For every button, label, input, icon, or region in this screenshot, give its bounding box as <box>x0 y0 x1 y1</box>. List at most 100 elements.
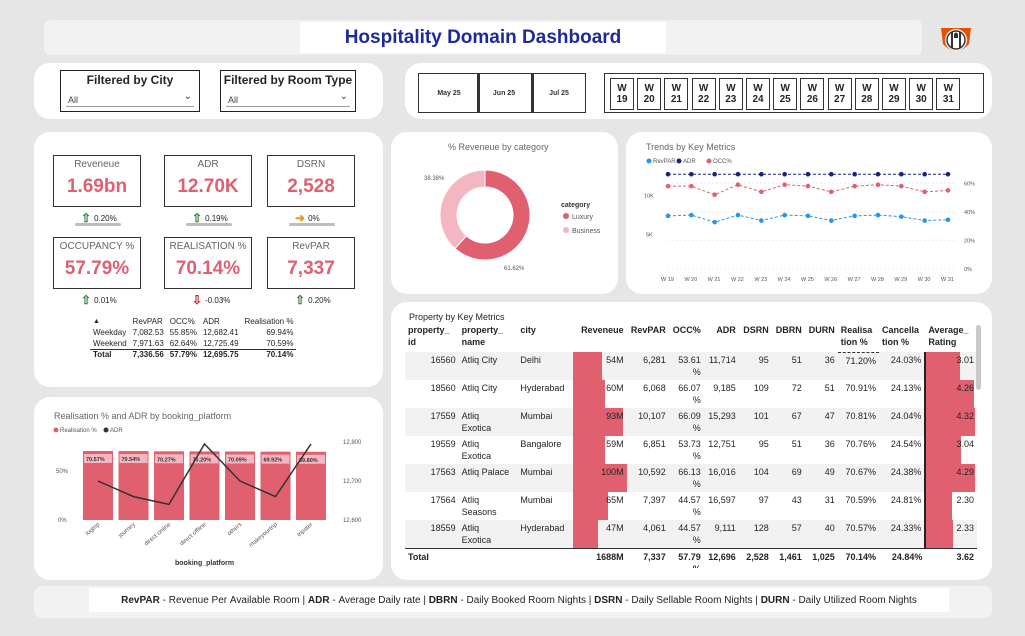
data-label-bg <box>261 454 290 464</box>
donut-slice-luxury <box>454 169 531 261</box>
month-button[interactable]: Jul 25 <box>549 89 569 97</box>
data-point <box>829 218 834 223</box>
week-button-27[interactable]: W 27 <box>827 78 852 110</box>
data-point <box>945 171 951 177</box>
table-row[interactable]: 17563 Atliq Palace Mumbai 100M 10,592 66.13% 1… <box>405 464 977 492</box>
platform-chart: Realisation % ADR 50% 0% 12,800 12,700 12,600 7… <box>53 427 362 567</box>
property-table-viewport: property_ id property_ name city Reveneue RevP… <box>405 322 980 568</box>
room-type-filter-dropdown[interactable]: All ⌄ <box>226 91 350 107</box>
table-cell: 7,397 <box>643 495 666 505</box>
kpi-value: 7,337 <box>287 258 335 279</box>
table-cell: 36 <box>804 352 838 380</box>
table-cell: 43 <box>791 495 802 505</box>
city-filter-dropdown[interactable]: All ⌄ <box>66 91 194 107</box>
table-cell: 7,971.63 <box>132 338 164 348</box>
col-header[interactable]: Cancella tion % <box>882 325 920 347</box>
table-cell: 51 <box>771 352 805 380</box>
data-point <box>852 183 857 189</box>
week-button-20[interactable]: W 20 <box>637 78 662 110</box>
week-button-24[interactable]: W 24 <box>746 78 770 110</box>
room-type-filter[interactable]: Filtered by Room Type All ⌄ <box>220 70 356 112</box>
data-point <box>829 171 834 177</box>
table-cell: 12,682.41 <box>202 328 239 337</box>
week-label: W 29 <box>888 83 900 105</box>
table-row: Weekday 7,082.53 55.85% 12,682.41 69.94% <box>90 327 296 338</box>
week-button-26[interactable]: W 26 <box>800 78 825 110</box>
table-cell: 4.29 <box>924 464 977 492</box>
col-header[interactable]: ADR <box>202 317 220 326</box>
week-label: W 22 <box>698 83 710 105</box>
tick-label: W 27 <box>848 277 861 283</box>
week-button-21[interactable]: W 21 <box>664 78 689 110</box>
week-button-31[interactable]: W 31 <box>936 78 961 110</box>
col-header[interactable]: DSRN <box>743 325 769 335</box>
kpi-value: 12.70K <box>177 176 239 197</box>
week-button-22[interactable]: W 22 <box>691 78 716 110</box>
total-row[interactable]: Total 1688M7,33757.79%12,6962,5281,4611,0… <box>405 548 977 568</box>
data-point <box>735 171 741 177</box>
col-header[interactable]: Reveneue <box>581 325 624 335</box>
month-button[interactable]: Jun 25 <box>492 89 516 97</box>
table-cell: 24.04% <box>879 408 926 436</box>
table-scrollbar[interactable] <box>976 325 981 390</box>
table-row[interactable]: 17559 Atliq Exotica Mumbai 93M 10,107 66.09% 15… <box>405 408 977 436</box>
data-label: 69.92% <box>264 458 283 464</box>
table-cell: 93M <box>573 408 627 436</box>
col-header[interactable]: RevPAR <box>132 317 163 326</box>
kpi-value: 70.14% <box>175 258 241 279</box>
table-row[interactable]: 17564 Atliq Seasons Mumbai 65M 7,397 44.57% 16,… <box>405 492 977 520</box>
col-header[interactable]: DBRN <box>775 325 802 335</box>
kpi-change-value: 0.20% <box>94 213 117 223</box>
kpi-underline <box>75 223 121 226</box>
data-point <box>759 171 764 177</box>
week-button-29[interactable]: W 29 <box>882 78 906 110</box>
chevron-down-icon: ⌄ <box>339 91 348 102</box>
week-slicer: W 19 W 20 W 21 W 22 W 23 W 24 W 25 W 26 W 27 W 28 W 29 W 30 W 31 <box>604 73 984 113</box>
city-filter[interactable]: Filtered by City All ⌄ <box>60 70 200 112</box>
tick-label: 5K <box>646 233 653 239</box>
col-header[interactable]: OCC% <box>672 325 701 335</box>
table-row[interactable]: 18560 Atliq City Hyderabad 60M 6,068 66.07% 9,… <box>405 380 977 408</box>
table-cell: Hyderabad <box>520 383 565 393</box>
week-button-28[interactable]: W 28 <box>854 78 879 110</box>
col-header[interactable]: property_ name <box>461 325 504 347</box>
sort-indicator[interactable]: ▲ <box>93 318 100 325</box>
table-row[interactable]: 16560 Atliq City Delhi 54M 6,281 53.61% 11,714… <box>405 352 977 380</box>
week-button-25[interactable]: W 25 <box>773 78 798 110</box>
table-cell: 7,336.56 <box>132 350 164 360</box>
data-point <box>922 171 927 177</box>
table-cell: 6,281 <box>626 352 669 380</box>
table-cell: 24.81% <box>890 495 922 505</box>
col-header[interactable]: OCC% <box>169 317 195 326</box>
col-header[interactable]: ADR <box>716 325 736 335</box>
table-cell: 59M <box>573 436 627 464</box>
tick-label: W 31 <box>941 277 954 283</box>
month-button[interactable]: May 25 <box>437 89 461 97</box>
table-cell: Atliq Exotica <box>458 520 518 549</box>
week-button-30[interactable]: W 30 <box>909 78 934 110</box>
week-button-19[interactable]: W 19 <box>610 78 634 110</box>
data-label-bg <box>84 454 112 464</box>
kpi-value: 57.79% <box>64 258 130 279</box>
platform-title: Realisation % and ADR by booking_platfor… <box>54 411 232 421</box>
col-header[interactable]: city <box>520 325 536 335</box>
table-cell: 24.03% <box>879 352 926 380</box>
table-cell: 66.09% <box>668 408 704 436</box>
col-header[interactable]: Realisation % <box>244 317 294 326</box>
col-header[interactable]: RevPAR <box>630 325 666 335</box>
data-bar <box>926 436 961 464</box>
col-header[interactable]: DURN <box>808 325 835 335</box>
data-label: 70.09% <box>228 457 247 463</box>
month-divider <box>477 74 480 112</box>
table-row[interactable]: 19559 Atliq Exotica Bangalore 59M 6,851 53.73%… <box>405 436 977 464</box>
data-bar <box>573 464 627 492</box>
data-bar <box>926 408 975 436</box>
col-header[interactable]: Average_ Rating <box>928 325 969 347</box>
table-row[interactable]: 18559 Atliq Exotica Hyderabad 47M 4,061 44.57%… <box>405 520 977 549</box>
legend-label: RevPAR <box>653 159 676 165</box>
col-header[interactable]: property_ id <box>408 325 450 347</box>
kpi-change: ⇩ -0.03% <box>192 293 230 307</box>
kpi-label: ADR <box>197 159 219 170</box>
week-button-23[interactable]: W 23 <box>718 78 743 110</box>
